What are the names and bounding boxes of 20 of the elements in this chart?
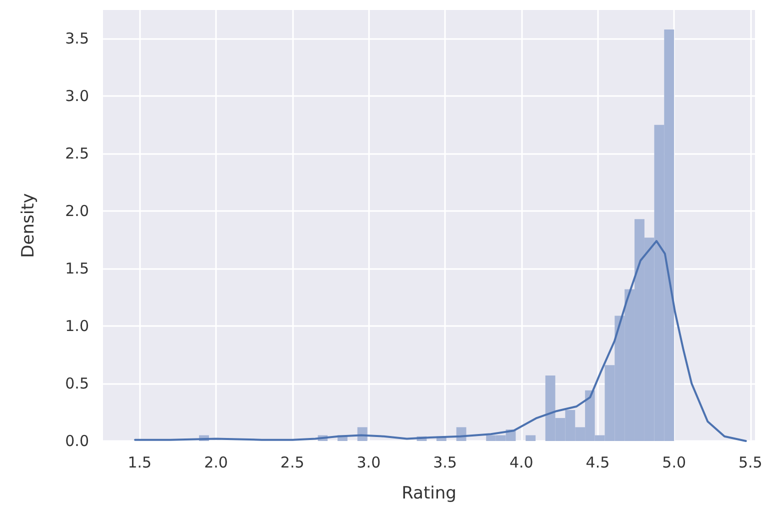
x-tick-label: 4.5 (586, 454, 610, 472)
line-series (134, 240, 747, 442)
y-tick-label: 3.5 (65, 30, 89, 48)
y-tick-label: 0.5 (65, 374, 89, 393)
y-tick-label: 0.0 (65, 432, 89, 450)
x-tick-label: 5.0 (662, 454, 686, 472)
x-tick-label: 5.5 (738, 454, 762, 472)
x-tick-label: 2.5 (280, 454, 304, 472)
y-tick-label: 1.5 (65, 260, 89, 278)
x-tick-label: 2.0 (204, 454, 228, 472)
y-tick-label: 1.0 (65, 317, 89, 336)
x-tick-label: 4.0 (509, 454, 534, 472)
x-tick-label: 1.5 (128, 454, 152, 472)
y-tick-label: 2.0 (65, 202, 89, 220)
x-tick-label: 3.5 (433, 454, 457, 472)
x-axis-title: Rating (402, 484, 456, 504)
y-tick-label: 2.5 (65, 144, 89, 163)
x-tick-label: 3.0 (356, 454, 381, 472)
y-tick-label: 3.0 (65, 87, 89, 106)
y-axis-title: Density (18, 193, 38, 258)
